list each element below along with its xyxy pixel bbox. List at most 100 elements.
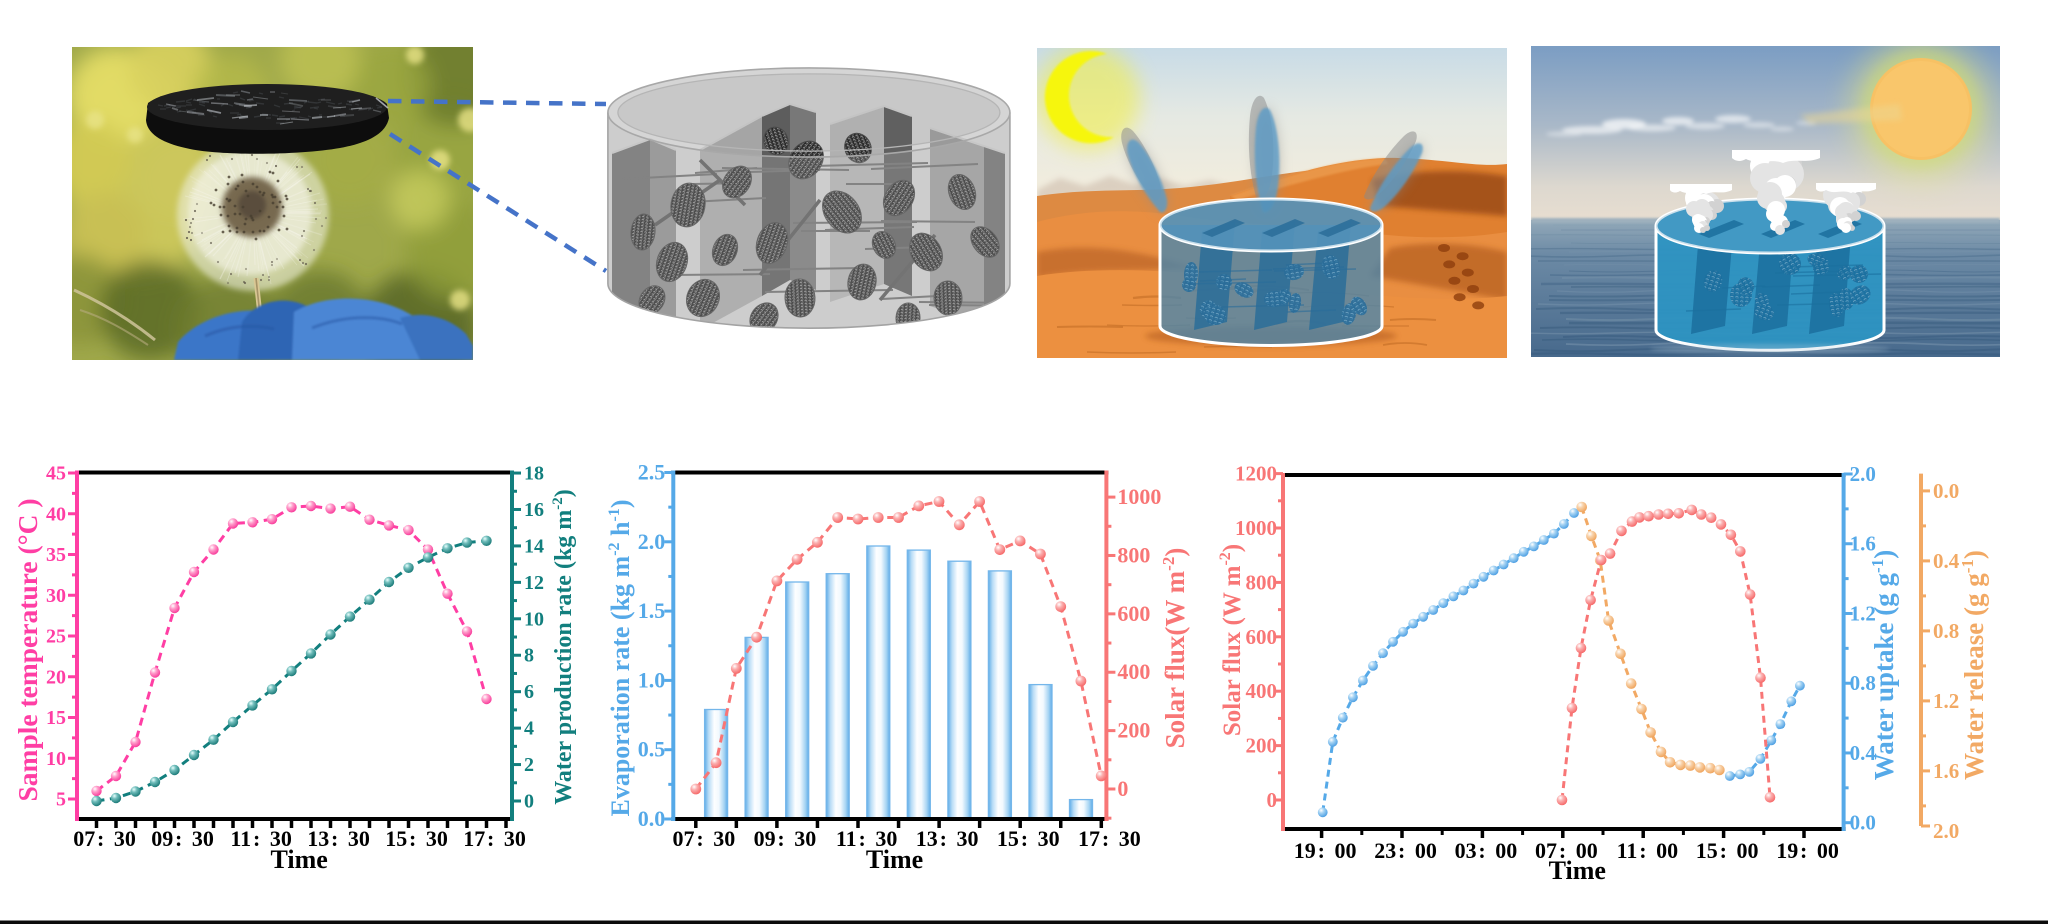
svg-text:1200: 1200 <box>1235 462 1277 486</box>
svg-text:1.6: 1.6 <box>1850 532 1876 556</box>
svg-text:11: 11 <box>230 826 251 851</box>
svg-text:16: 16 <box>524 499 544 521</box>
svg-text::: : <box>409 826 416 851</box>
svg-text:19: 19 <box>1294 838 1316 863</box>
svg-text::: : <box>777 826 784 851</box>
svg-text:600: 600 <box>1117 601 1150 626</box>
svg-text:0: 0 <box>1117 776 1128 801</box>
svg-text:07: 07 <box>1535 838 1557 863</box>
svg-text:35: 35 <box>46 544 66 566</box>
svg-text:15: 15 <box>1696 838 1718 863</box>
svg-text:30: 30 <box>794 826 816 851</box>
svg-text:14: 14 <box>524 535 544 557</box>
svg-text:12: 12 <box>524 572 544 594</box>
svg-text:30: 30 <box>957 826 979 851</box>
svg-text:15: 15 <box>997 826 1019 851</box>
svg-text:600: 600 <box>1246 625 1278 649</box>
svg-text::: : <box>253 826 260 851</box>
svg-text:30: 30 <box>270 826 292 851</box>
svg-text:30: 30 <box>114 826 136 851</box>
svg-text:Time: Time <box>1549 856 1606 885</box>
svg-text:23: 23 <box>1374 838 1396 863</box>
svg-text:4: 4 <box>524 718 534 740</box>
svg-text:30: 30 <box>192 826 214 851</box>
svg-text:0.8: 0.8 <box>1933 619 1959 643</box>
svg-text:11: 11 <box>1617 838 1638 863</box>
svg-text:15: 15 <box>46 707 66 729</box>
svg-text::: : <box>940 826 947 851</box>
svg-text::: : <box>696 826 703 851</box>
svg-text:200: 200 <box>1117 718 1150 743</box>
svg-text:0.0: 0.0 <box>1933 479 1959 503</box>
svg-text:Time: Time <box>271 845 328 874</box>
svg-text:13: 13 <box>307 826 329 851</box>
svg-text:1.5: 1.5 <box>638 598 666 623</box>
svg-text::: : <box>1398 838 1405 863</box>
svg-text::: : <box>97 826 104 851</box>
svg-text:00: 00 <box>1335 838 1357 863</box>
svg-text:00: 00 <box>1495 838 1517 863</box>
svg-text:30: 30 <box>1038 826 1060 851</box>
svg-text:19: 19 <box>1776 838 1798 863</box>
svg-text:800: 800 <box>1246 570 1278 594</box>
svg-text:0.4: 0.4 <box>1850 741 1877 765</box>
svg-text:07: 07 <box>73 826 95 851</box>
svg-text:1000: 1000 <box>1235 516 1277 540</box>
svg-text:00: 00 <box>1576 838 1598 863</box>
svg-text:0.4: 0.4 <box>1933 549 1960 573</box>
svg-text::: : <box>487 826 494 851</box>
svg-text::: : <box>1720 838 1727 863</box>
svg-text:00: 00 <box>1817 838 1839 863</box>
svg-text:1.2: 1.2 <box>1850 601 1876 625</box>
svg-text:0.0: 0.0 <box>638 806 666 831</box>
svg-text:800: 800 <box>1117 542 1150 567</box>
svg-text:45: 45 <box>46 463 66 485</box>
svg-text:1.2: 1.2 <box>1933 689 1959 713</box>
svg-text:0: 0 <box>524 791 534 813</box>
svg-text:0.8: 0.8 <box>1850 671 1876 695</box>
svg-text:Water production rate (kg m-2): Water production rate (kg m-2) <box>550 489 577 805</box>
svg-text:400: 400 <box>1246 679 1278 703</box>
svg-text:Water uptake (g g-1): Water uptake (g g-1) <box>1868 550 1899 780</box>
svg-text:30: 30 <box>348 826 370 851</box>
svg-text:00: 00 <box>1737 838 1759 863</box>
svg-text:200: 200 <box>1246 734 1278 758</box>
svg-text:03: 03 <box>1455 838 1477 863</box>
svg-text:18: 18 <box>524 463 544 485</box>
svg-text:Sample temperature (°C ): Sample temperature (°C ) <box>12 499 43 802</box>
svg-text:11: 11 <box>836 826 857 851</box>
svg-text:30: 30 <box>426 826 448 851</box>
svg-text:Solar flux (W m-2): Solar flux (W m-2) <box>1217 544 1246 736</box>
svg-text:2.0: 2.0 <box>1850 462 1876 486</box>
svg-text:07: 07 <box>673 826 695 851</box>
svg-text::: : <box>859 826 866 851</box>
svg-text:1.0: 1.0 <box>638 667 666 692</box>
svg-text:8: 8 <box>524 645 534 667</box>
svg-text:0: 0 <box>1267 788 1278 812</box>
svg-text:1.6: 1.6 <box>1933 759 1959 783</box>
svg-text:09: 09 <box>754 826 776 851</box>
svg-text:13: 13 <box>916 826 938 851</box>
svg-text:0.5: 0.5 <box>638 737 666 762</box>
svg-text:15: 15 <box>385 826 407 851</box>
svg-text::: : <box>1021 826 1028 851</box>
svg-text:00: 00 <box>1415 838 1437 863</box>
svg-text:10: 10 <box>46 748 66 770</box>
svg-text:6: 6 <box>524 681 534 703</box>
svg-text:Water release (g g-1): Water release (g g-1) <box>1958 550 1989 780</box>
svg-text:25: 25 <box>46 626 66 648</box>
svg-text:400: 400 <box>1117 659 1150 684</box>
svg-text:20: 20 <box>46 666 66 688</box>
svg-text:1000: 1000 <box>1117 484 1161 509</box>
svg-text:17: 17 <box>463 826 485 851</box>
svg-text::: : <box>331 826 338 851</box>
svg-text:00: 00 <box>1656 838 1678 863</box>
svg-text::: : <box>1478 838 1485 863</box>
svg-text:40: 40 <box>46 503 66 525</box>
svg-text::: : <box>1559 838 1566 863</box>
svg-text:10: 10 <box>524 608 544 630</box>
svg-text:5: 5 <box>56 789 66 811</box>
svg-text:2.5: 2.5 <box>638 460 666 485</box>
svg-text::: : <box>175 826 182 851</box>
svg-text:Time: Time <box>866 845 923 874</box>
